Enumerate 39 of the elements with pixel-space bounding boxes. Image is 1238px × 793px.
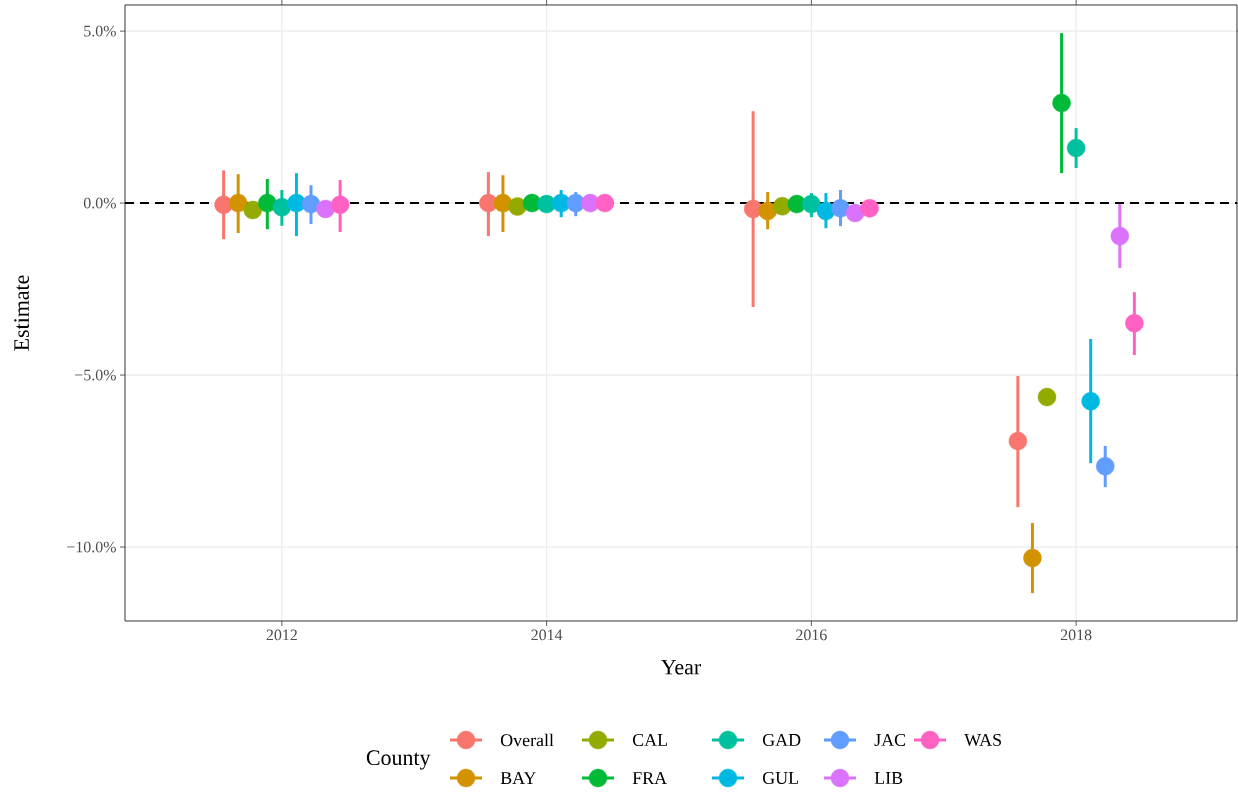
point [802,194,821,214]
point [1096,457,1115,476]
legend-label: JAC [874,733,906,747]
y-tick-label: 5.0% [84,25,116,37]
legend-label: BAY [500,772,536,784]
point [1037,387,1057,407]
point [330,195,350,215]
legend-label: LIB [874,772,903,784]
point [1081,392,1100,411]
point [258,193,277,213]
legend-label: CAL [632,733,667,747]
point [228,193,248,213]
point [831,199,850,218]
point [1110,226,1129,246]
point [1023,548,1042,568]
legend-label: Overall [500,733,554,747]
point [1008,431,1028,451]
y-tick-label: −5.0% [75,369,116,381]
point [1066,138,1086,158]
point [243,200,262,220]
legend-label: GAD [762,733,801,747]
point [1125,313,1144,333]
point [595,193,615,213]
legend-label: FRA [632,772,667,784]
legend-label: GUL [762,771,798,785]
point [1052,93,1071,113]
x-tick-label: 2014 [531,629,563,641]
x-tick-label: 2018 [1060,629,1092,641]
point [845,203,865,223]
y-axis-title: Estimate [14,275,29,351]
y-tick-label: 0.0% [83,197,116,209]
y-tick-label: −10.0% [67,541,116,553]
x-tick-label: 2012 [266,629,297,641]
x-tick-label: 2016 [796,629,827,641]
point [301,194,321,214]
legend-label: WAS [964,733,1001,747]
legend-title: County [366,750,431,770]
x-axis-title: Year [661,659,701,675]
point [860,199,879,218]
